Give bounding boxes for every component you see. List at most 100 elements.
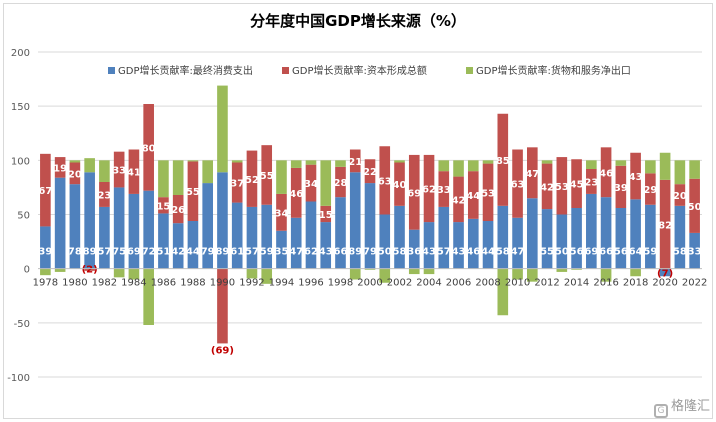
bar-2003-s2 — [408, 154, 420, 230]
bar-1978-s3 — [40, 268, 51, 276]
bar-2002-s1 — [394, 205, 405, 269]
bar-2000-s2 — [364, 159, 376, 184]
bar-1986-s2 — [158, 197, 169, 214]
bar-1978-s2 — [40, 153, 51, 227]
data-label-1996-s2: 34 — [304, 179, 318, 190]
bar-2013-s1 — [556, 214, 568, 269]
data-label-2011-s2: 47 — [525, 169, 539, 180]
bar-2011-s3 — [526, 268, 538, 282]
data-label-1985-s1: 72 — [142, 247, 156, 258]
bar-2016-s3 — [600, 268, 612, 282]
data-label-2016-s2: 46 — [599, 168, 613, 179]
data-label-1982-s1: 57 — [97, 247, 111, 258]
data-label-2018-s1: 64 — [629, 247, 643, 258]
bar-1980-s3 — [69, 160, 81, 163]
bar-1998-s2 — [335, 166, 346, 198]
data-label-2010-s2: 63 — [511, 180, 525, 191]
bar-1993-s3 — [261, 268, 273, 284]
bar-2016-s2 — [600, 147, 612, 198]
legend-label-2: GDP增长贡献率:资本形成总额 — [292, 64, 427, 77]
data-label-1980-s2: 20 — [68, 169, 82, 180]
y-tick-label: 100 — [11, 156, 30, 167]
data-label-1992-s2: 52 — [245, 175, 259, 186]
bar-2017-s2 — [615, 165, 627, 208]
bar-1978-s1 — [40, 226, 51, 269]
bar-2020-s3 — [659, 152, 671, 180]
x-tick-label: 1986 — [151, 278, 176, 289]
data-label-1980-s1: 78 — [68, 247, 82, 258]
data-label-1990-s2: (69) — [211, 345, 234, 356]
x-tick-label: 1998 — [328, 278, 353, 289]
data-label-1987-s2: 26 — [171, 205, 185, 216]
bar-2009-s1 — [497, 205, 509, 269]
data-label-2001-s2: 63 — [378, 176, 392, 187]
bar-1997-s2 — [320, 205, 332, 223]
bar-2017-s1 — [615, 208, 627, 269]
bar-1999-s3 — [349, 268, 361, 280]
data-label-1993-s1: 59 — [260, 247, 274, 258]
x-tick-label: 2018 — [623, 278, 648, 289]
bar-2019-s1 — [645, 204, 656, 269]
bar-2007-s3 — [467, 160, 479, 172]
data-label-1978-s2: 67 — [38, 186, 52, 197]
legend-label-1: GDP增长贡献率:最终消费支出 — [118, 64, 253, 77]
bar-2011-s2 — [526, 147, 538, 199]
bar-2022-s2 — [689, 178, 700, 233]
data-label-1978-s1: 39 — [38, 247, 52, 258]
data-label-2005-s2: 33 — [437, 185, 451, 196]
bar-1996-s3 — [305, 160, 317, 165]
data-label-1998-s2: 28 — [334, 178, 348, 189]
bar-1989-s3 — [202, 160, 214, 184]
bar-2022-s3 — [689, 160, 700, 179]
bar-1984-s2 — [128, 149, 140, 194]
x-tick-label: 2010 — [505, 278, 530, 289]
bar-2010-s3 — [512, 268, 523, 280]
bar-2011-s1 — [526, 198, 538, 269]
bar-2021-s3 — [674, 160, 686, 185]
bar-1984-s3 — [128, 268, 140, 280]
bar-1988-s3 — [187, 160, 199, 162]
bar-1987-s1 — [172, 223, 184, 269]
x-tick-label: 1988 — [180, 278, 205, 289]
data-label-2014-s1: 56 — [570, 247, 584, 258]
x-tick-label: 2006 — [446, 278, 471, 289]
bar-2000-s3 — [364, 268, 376, 270]
bar-1992-s2 — [246, 150, 258, 207]
bar-1979-s1 — [54, 177, 66, 269]
bar-2017-s3 — [615, 160, 627, 166]
bar-2003-s1 — [408, 229, 420, 269]
bar-2005-s2 — [438, 171, 450, 207]
data-label-1985-s2: 80 — [142, 143, 156, 154]
data-label-2010-s1: 47 — [511, 247, 525, 258]
bar-1981-s2 — [84, 268, 95, 271]
data-label-1984-s2: 41 — [127, 168, 141, 179]
data-label-1988-s1: 44 — [186, 247, 200, 258]
x-tick-label: 2000 — [357, 278, 382, 289]
bar-2021-s1 — [674, 205, 686, 269]
x-tick-label: 1992 — [239, 278, 264, 289]
x-tick-label: 2004 — [416, 278, 441, 289]
bar-1995-s2 — [290, 167, 302, 218]
data-label-1991-s1: 61 — [230, 247, 244, 258]
data-label-1993-s2: 55 — [260, 171, 274, 182]
data-label-2001-s1: 50 — [378, 247, 392, 258]
bar-1999-s1 — [349, 172, 361, 269]
bar-2009-s2 — [497, 113, 509, 206]
bar-1982-s1 — [99, 206, 110, 269]
data-label-1998-s1: 66 — [334, 247, 348, 258]
data-label-2005-s1: 57 — [437, 247, 451, 258]
data-label-1984-s1: 69 — [127, 247, 141, 258]
data-label-1986-s1: 51 — [156, 247, 170, 258]
bar-1989-s1 — [202, 183, 214, 269]
bar-1983-s3 — [113, 268, 125, 278]
bar-1996-s2 — [305, 164, 317, 202]
bar-2013-s2 — [556, 157, 568, 215]
bar-2006-s1 — [453, 222, 464, 269]
bar-1985-s1 — [143, 190, 154, 269]
data-label-2004-s1: 43 — [422, 247, 436, 258]
x-tick-label: 1980 — [62, 278, 87, 289]
x-tick-label: 1990 — [210, 278, 235, 289]
y-tick-label: -100 — [7, 373, 30, 384]
bars — [40, 85, 700, 344]
